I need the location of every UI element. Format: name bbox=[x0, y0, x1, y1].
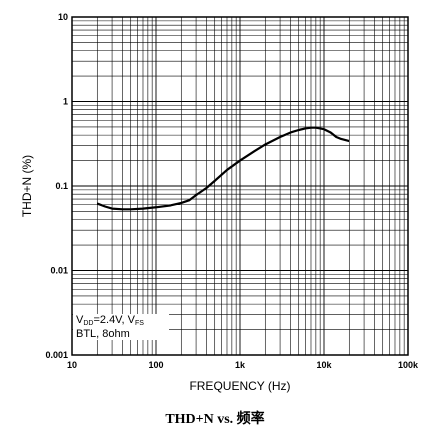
plot-frame bbox=[71, 16, 409, 356]
y-tick-label-0-1: 0.1 bbox=[55, 181, 68, 191]
chart-grid bbox=[72, 17, 408, 355]
x-axis-title: FREQUENCY (Hz) bbox=[189, 379, 290, 393]
y-tick-label-0-001: 0.001 bbox=[45, 350, 68, 360]
x-tick-label-100k: 100k bbox=[398, 360, 419, 370]
y-tick-label-10: 10 bbox=[58, 12, 68, 22]
x-tick-label-100: 100 bbox=[148, 360, 163, 370]
y-axis-title: THD+N (%) bbox=[20, 155, 34, 217]
thd-chart: 10 1 0.1 0.01 0.001 10 100 1k 10k 100k F… bbox=[20, 12, 419, 393]
x-tick-label-1k: 1k bbox=[235, 360, 246, 370]
y-tick-label-1: 1 bbox=[63, 97, 68, 107]
x-tick-label-10k: 10k bbox=[316, 360, 332, 370]
annotation-line-2: BTL, 8ohm bbox=[76, 328, 130, 340]
y-tick-label-0-01: 0.01 bbox=[50, 266, 68, 276]
thd-curve bbox=[96, 126, 350, 211]
annotation-box bbox=[73, 314, 169, 340]
annotation-line-1: VDD=2.4V, VFS bbox=[76, 314, 144, 327]
x-tick-label-10: 10 bbox=[67, 360, 77, 370]
chart-caption: THD+N vs. 频率 bbox=[165, 412, 265, 427]
